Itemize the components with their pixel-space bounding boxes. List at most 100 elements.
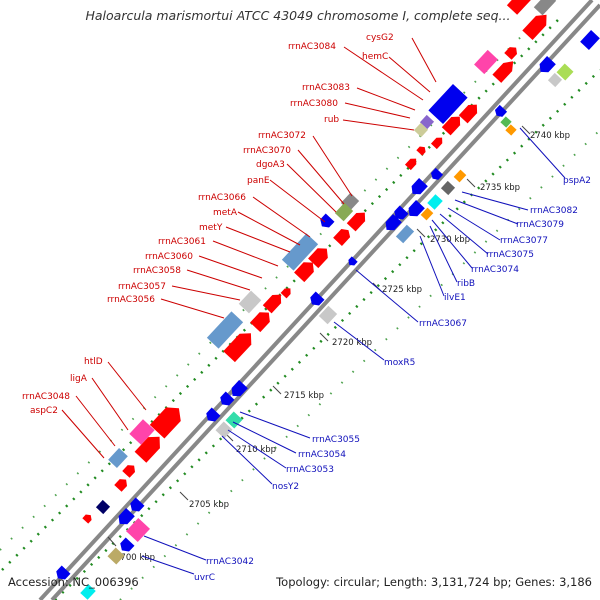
reverse-gene[interactable]: [382, 214, 402, 234]
reverse-gene[interactable]: [54, 565, 71, 583]
forward-gene[interactable]: [522, 10, 551, 41]
misc-feature[interactable]: [453, 169, 467, 183]
misc-feature[interactable]: [500, 116, 512, 128]
pseudo-gene[interactable]: [215, 421, 233, 439]
misc-feature[interactable]: [427, 194, 443, 210]
misc-feature[interactable]: [556, 63, 574, 81]
misc-feature[interactable]: [108, 448, 128, 468]
gene-label[interactable]: rrnAC3075: [486, 250, 534, 260]
misc-feature[interactable]: [334, 202, 354, 222]
reverse-gene[interactable]: [392, 205, 409, 223]
gene-label[interactable]: rrnAC3072: [258, 131, 306, 141]
pseudo-gene[interactable]: [547, 72, 563, 88]
gene-label[interactable]: rrnAC3061: [158, 237, 206, 247]
gene-label[interactable]: rrnAC3055: [312, 435, 360, 445]
forward-gene[interactable]: [504, 44, 519, 60]
forward-gene[interactable]: [441, 113, 464, 136]
forward-gene[interactable]: [280, 286, 294, 299]
gene-label[interactable]: aspC2: [30, 406, 58, 416]
gene-label[interactable]: hemC: [362, 52, 388, 62]
gene-label[interactable]: panE: [247, 176, 270, 186]
reverse-gene[interactable]: [408, 178, 428, 198]
forward-gene[interactable]: [346, 209, 369, 232]
reverse-gene[interactable]: [493, 104, 508, 119]
reverse-gene[interactable]: [580, 30, 600, 50]
gene-label[interactable]: rrnAC3070: [243, 146, 291, 156]
gene-label[interactable]: rrnAC3053: [286, 465, 334, 475]
forward-gene[interactable]: [294, 258, 318, 283]
gene-label[interactable]: rrnAC3082: [530, 206, 578, 216]
forward-gene[interactable]: [82, 512, 93, 524]
reverse-gene[interactable]: [405, 200, 425, 220]
forward-gene[interactable]: [308, 244, 332, 269]
gene-label[interactable]: rrnAC3048: [22, 392, 70, 402]
gene-label[interactable]: rrnAC3079: [516, 220, 564, 230]
reverse-gene[interactable]: [429, 167, 444, 182]
gene-label[interactable]: ribB: [457, 279, 475, 289]
reverse-gene[interactable]: [115, 508, 135, 528]
misc-feature[interactable]: [413, 122, 429, 138]
reverse-gene[interactable]: [318, 213, 335, 231]
gene-label[interactable]: rrnAC3054: [298, 450, 346, 460]
gene-label[interactable]: nosY2: [272, 482, 299, 492]
reverse-gene[interactable]: [536, 56, 556, 76]
misc-feature[interactable]: [395, 224, 415, 244]
forward-gene[interactable]: [404, 156, 419, 171]
rna-gene[interactable]: [126, 517, 150, 543]
pseudo-gene[interactable]: [318, 305, 338, 325]
gene-label[interactable]: metY: [199, 223, 223, 233]
reverse-gene[interactable]: [218, 391, 235, 409]
rna-gene[interactable]: [474, 49, 498, 75]
forward-gene[interactable]: [333, 226, 353, 246]
reverse-gene[interactable]: [308, 291, 325, 309]
gene-label[interactable]: rrnAC3074: [471, 265, 519, 275]
misc-feature[interactable]: [206, 311, 244, 349]
forward-gene[interactable]: [134, 431, 166, 463]
reverse-gene[interactable]: [228, 380, 248, 400]
gene-label[interactable]: ligA: [70, 374, 88, 384]
gene-label[interactable]: dgoA3: [256, 160, 285, 170]
gene-label[interactable]: cysG2: [366, 33, 394, 43]
forward-gene[interactable]: [122, 462, 137, 478]
gene-label[interactable]: rrnAC3077: [500, 236, 548, 246]
gene-label[interactable]: moxR5: [384, 358, 415, 368]
gene-label[interactable]: rrnAC3084: [288, 42, 336, 52]
pseudo-gene[interactable]: [533, 0, 557, 16]
forward-gene[interactable]: [250, 308, 274, 333]
gene-label[interactable]: rrnAC3067: [419, 319, 467, 329]
forward-gene[interactable]: [149, 401, 186, 439]
reverse-gene[interactable]: [204, 407, 221, 425]
gene-label[interactable]: pspA2: [563, 176, 591, 186]
gene-label[interactable]: rrnAC3083: [302, 83, 350, 93]
forward-gene[interactable]: [506, 0, 533, 15]
gene-label[interactable]: ilvE1: [444, 293, 466, 303]
gene-label[interactable]: rrnAC3042: [206, 557, 254, 567]
gene-label[interactable]: rub: [324, 115, 339, 125]
gene-label[interactable]: metA: [213, 208, 238, 218]
forward-gene[interactable]: [223, 328, 257, 363]
forward-gene[interactable]: [458, 101, 481, 124]
misc-feature[interactable]: [80, 584, 96, 600]
gene-label[interactable]: rrnAC3056: [107, 295, 155, 305]
reverse-gene[interactable]: [346, 256, 358, 267]
misc-feature[interactable]: [420, 207, 434, 221]
forward-gene[interactable]: [430, 135, 445, 150]
reverse-gene[interactable]: [118, 537, 135, 555]
forward-gene[interactable]: [416, 144, 427, 156]
reverse-gene[interactable]: [128, 497, 145, 515]
pseudo-gene[interactable]: [440, 180, 456, 196]
reverse-gene[interactable]: [95, 499, 111, 515]
gene-label[interactable]: rrnAC3058: [133, 266, 181, 276]
forward-gene[interactable]: [114, 476, 129, 492]
rna-gene[interactable]: [129, 419, 155, 445]
gene-label[interactable]: rrnAC3066: [198, 193, 246, 203]
misc-feature[interactable]: [505, 124, 517, 136]
gene-label[interactable]: uvrC: [194, 573, 215, 583]
misc-feature[interactable]: [281, 233, 319, 271]
pseudo-gene[interactable]: [238, 290, 262, 314]
forward-gene[interactable]: [262, 291, 285, 314]
gene-label[interactable]: rrnAC3057: [118, 282, 166, 292]
gene-label[interactable]: rrnAC3060: [145, 252, 193, 262]
misc-feature[interactable]: [107, 547, 125, 565]
reverse-gene[interactable]: [428, 84, 468, 124]
